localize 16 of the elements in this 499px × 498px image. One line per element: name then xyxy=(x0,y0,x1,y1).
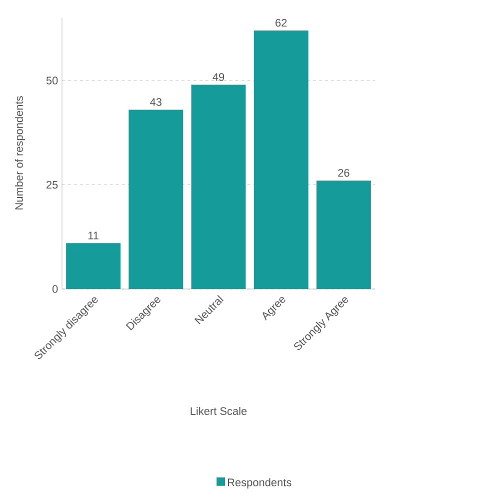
y-tick-label: 0 xyxy=(52,285,58,293)
bar xyxy=(254,30,308,289)
bar xyxy=(128,110,184,289)
data-label: 26 xyxy=(338,169,350,177)
data-label: 43 xyxy=(150,98,162,106)
data-label: 62 xyxy=(276,18,287,27)
y-axis-title: Number of respondents xyxy=(14,96,26,210)
bar xyxy=(66,243,121,289)
data-label: 49 xyxy=(212,73,224,81)
y-tick-label: 50 xyxy=(46,76,58,84)
legend-label: Respondents xyxy=(228,478,292,488)
x-axis-title: Likert Scale xyxy=(190,406,247,415)
bar xyxy=(316,180,371,289)
bar xyxy=(191,84,246,289)
data-label: 11 xyxy=(88,232,98,240)
y-tick-label: 25 xyxy=(46,180,58,189)
